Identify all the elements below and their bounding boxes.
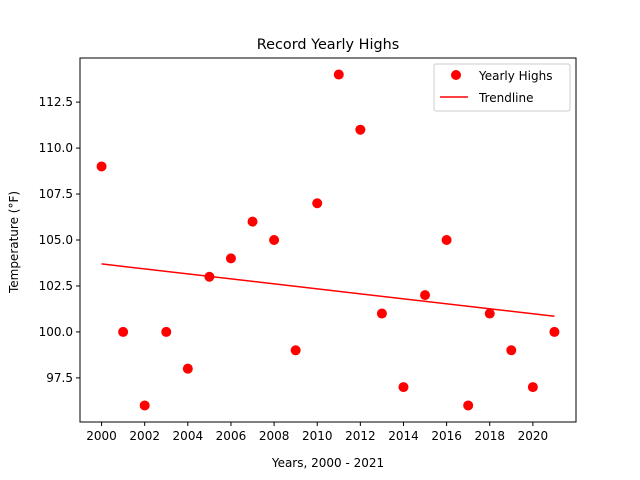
scatter-point bbox=[506, 345, 517, 356]
x-tick-label: 2020 bbox=[518, 429, 549, 443]
trendline bbox=[101, 263, 555, 318]
scatter-point bbox=[161, 326, 172, 337]
y-tick-label: 100.0 bbox=[39, 325, 73, 339]
plot-area bbox=[79, 57, 577, 423]
y-axis: 97.5 100.0 102.5 105.0 107.5 110.0 112.5 bbox=[39, 95, 80, 385]
scatter-point bbox=[463, 400, 474, 411]
x-tick-label: 2012 bbox=[345, 429, 376, 443]
scatter-point bbox=[204, 271, 215, 282]
y-tick-label: 97.5 bbox=[46, 371, 73, 385]
x-tick-label: 2002 bbox=[129, 429, 160, 443]
x-axis-title: Years, 2000 - 2021 bbox=[271, 456, 384, 470]
y-tick-label: 112.5 bbox=[39, 95, 73, 109]
x-tick-label: 2018 bbox=[474, 429, 505, 443]
legend-frame bbox=[433, 63, 571, 112]
scatter-point bbox=[441, 235, 452, 245]
scatter-point bbox=[182, 363, 193, 374]
y-tick-label: 107.5 bbox=[39, 187, 73, 201]
scatter-point bbox=[312, 198, 323, 209]
scatter-point bbox=[139, 400, 150, 411]
scatter-point bbox=[96, 161, 107, 172]
scatter-point bbox=[225, 253, 236, 264]
x-tick-label: 2008 bbox=[259, 429, 290, 443]
legend-marker-yearly-highs bbox=[451, 70, 461, 80]
scatter-point bbox=[549, 326, 560, 337]
scatter-point bbox=[484, 308, 495, 319]
scatter-point bbox=[527, 382, 538, 393]
y-tick-label: 105.0 bbox=[39, 233, 73, 247]
plot-frame bbox=[79, 57, 577, 423]
chart-title: Record Yearly Highs bbox=[257, 37, 399, 53]
legend-label-trendline: Trendline bbox=[478, 91, 534, 105]
x-tick-label: 2004 bbox=[173, 429, 204, 443]
legend-label-yearly-highs: Yearly Highs bbox=[478, 69, 553, 83]
scatter-point bbox=[269, 235, 280, 245]
scatter-point bbox=[355, 124, 366, 135]
x-tick-label: 2010 bbox=[302, 429, 333, 443]
x-axis: 2000 2002 2004 2006 2008 2010 2012 2014 2016 2018… bbox=[86, 422, 548, 443]
legend: Yearly Highs Trendline bbox=[433, 63, 571, 112]
scatter-point bbox=[247, 216, 258, 227]
scatter-point bbox=[118, 326, 129, 337]
scatter-point bbox=[420, 290, 431, 301]
scatter-point bbox=[376, 308, 387, 319]
y-tick-label: 102.5 bbox=[39, 279, 73, 293]
scatter-point bbox=[333, 69, 344, 80]
x-tick-label: 2016 bbox=[431, 429, 462, 443]
x-tick-label: 2014 bbox=[388, 429, 419, 443]
y-axis-title: Temperature (°F) bbox=[7, 191, 21, 294]
trendline-layer bbox=[101, 263, 555, 318]
y-tick-label: 110.0 bbox=[39, 141, 73, 155]
scatter-point bbox=[398, 382, 409, 393]
x-tick-label: 2000 bbox=[86, 429, 117, 443]
scatter-points-layer bbox=[96, 69, 560, 411]
x-tick-label: 2006 bbox=[216, 429, 247, 443]
scatter-point bbox=[290, 345, 301, 356]
